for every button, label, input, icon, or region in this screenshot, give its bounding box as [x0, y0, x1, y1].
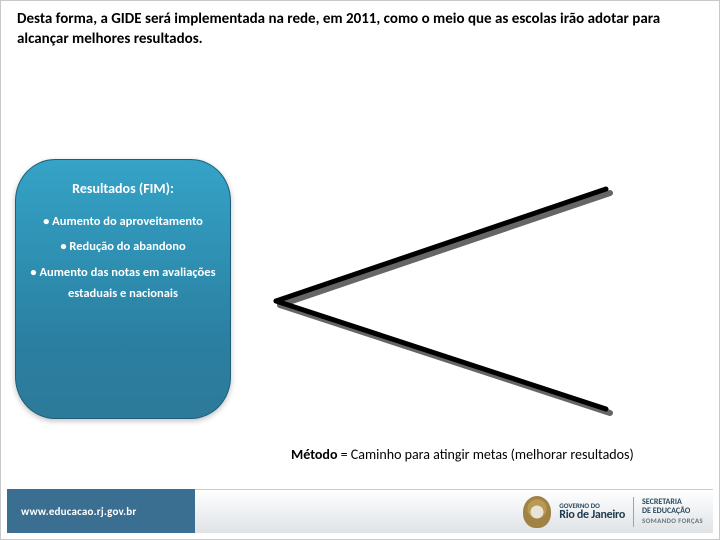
list-item: Aumento das notas em avaliações estaduai… — [28, 262, 218, 305]
method-caption: Método = Caminho para atingir metas (mel… — [291, 446, 634, 463]
footer-url: www.educacao.rj.gov.br — [7, 489, 195, 533]
slide-heading: Desta forma, a GIDE será implementada na… — [17, 9, 703, 50]
results-bubble: Resultados (FIM): Aumento do aproveitame… — [15, 159, 231, 419]
sec-line3: SOMANDO FORÇAS — [642, 517, 703, 524]
chevron-shadow — [280, 193, 610, 413]
slide: Desta forma, a GIDE será implementada na… — [0, 0, 720, 540]
sec-line2: DE EDUCAÇÃO — [642, 507, 703, 515]
caption-rest: = Caminho para atingir metas (melhorar r… — [337, 446, 633, 463]
gov-label: GOVERNO DO Rio de Janeiro — [559, 502, 625, 521]
chevron-main — [276, 189, 606, 409]
footer-bar: www.educacao.rj.gov.br GOVERNO DO Rio de… — [7, 489, 713, 533]
caption-label: Método — [291, 446, 337, 463]
secretaria-label: SECRETARIA DE EDUCAÇÃO SOMANDO FORÇAS — [642, 498, 703, 524]
list-item: Redução do abandono — [28, 236, 218, 257]
bubble-title: Resultados (FIM): — [28, 180, 218, 197]
gov-main: Rio de Janeiro — [559, 509, 625, 521]
method-arrow-icon — [236, 171, 616, 431]
separator-icon — [633, 497, 634, 527]
footer-logos: GOVERNO DO Rio de Janeiro SECRETARIA DE … — [195, 489, 713, 533]
bubble-list: Aumento do aproveitamento Redução do aba… — [28, 211, 218, 304]
coat-of-arms-icon — [523, 496, 551, 528]
list-item: Aumento do aproveitamento — [28, 211, 218, 232]
